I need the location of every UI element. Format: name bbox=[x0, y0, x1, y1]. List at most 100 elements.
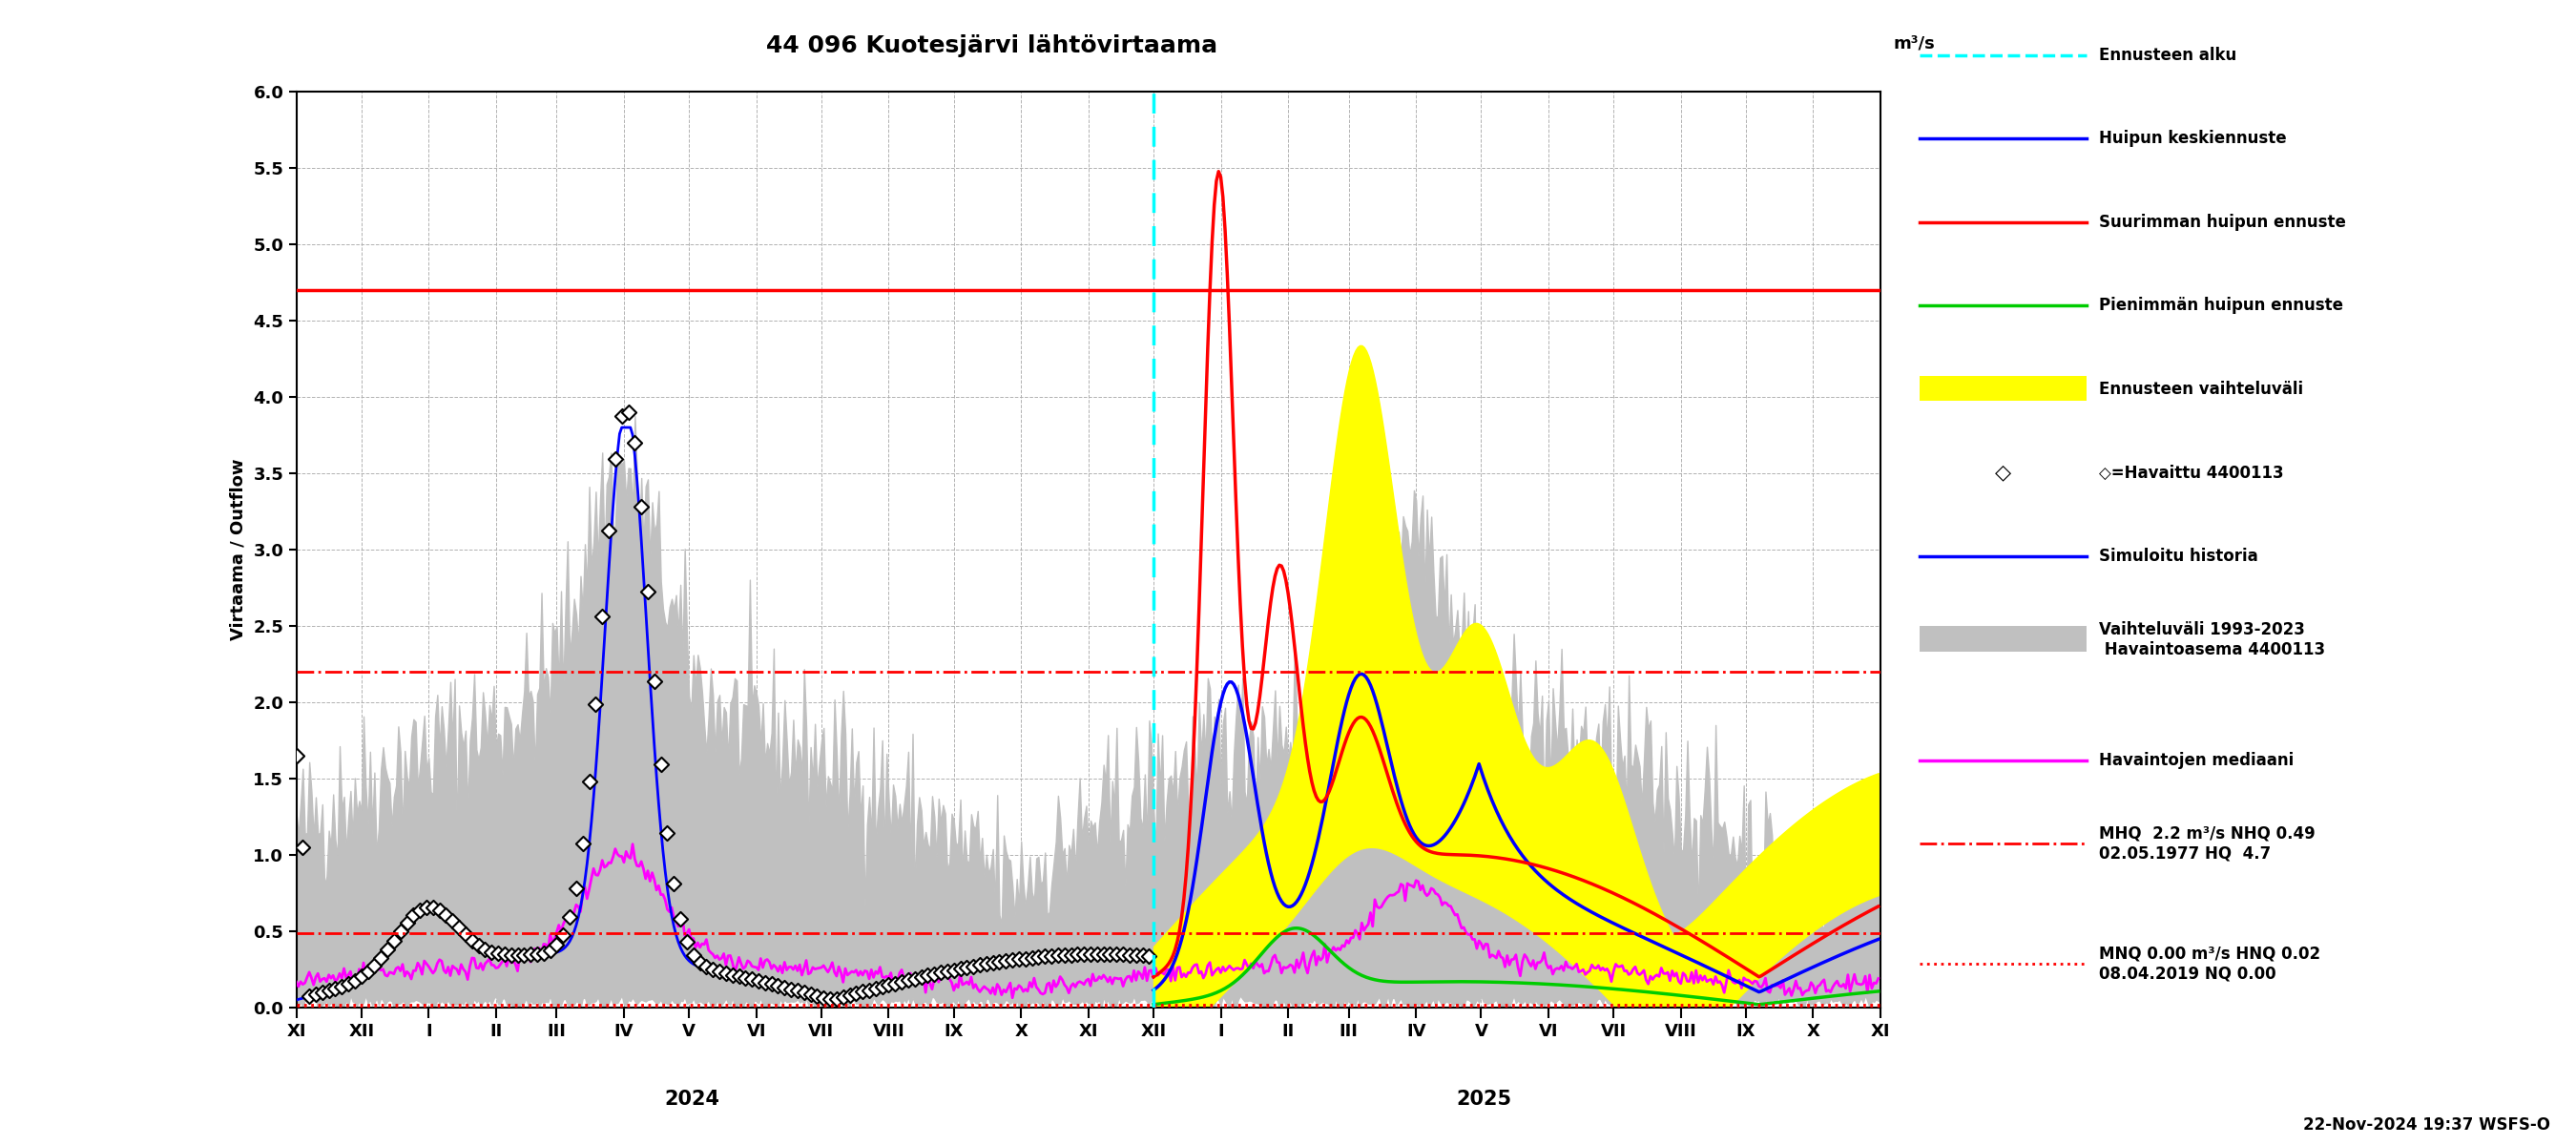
Point bbox=[1128, 947, 1170, 965]
Point bbox=[574, 695, 616, 713]
Point bbox=[544, 926, 585, 945]
Point bbox=[647, 823, 688, 842]
Point bbox=[667, 932, 708, 950]
Point bbox=[641, 755, 683, 773]
Point bbox=[1090, 945, 1131, 963]
Point bbox=[711, 965, 752, 984]
Point bbox=[914, 965, 956, 984]
Point bbox=[835, 985, 876, 1003]
Point bbox=[1056, 946, 1097, 964]
Point bbox=[791, 985, 832, 1003]
Point bbox=[1018, 948, 1059, 966]
Point bbox=[1038, 947, 1079, 965]
Point bbox=[992, 950, 1033, 969]
Point bbox=[953, 957, 994, 976]
Point bbox=[523, 943, 564, 962]
Point bbox=[531, 941, 572, 960]
Point bbox=[685, 957, 726, 976]
Point bbox=[855, 979, 896, 997]
Text: m³/s: m³/s bbox=[1893, 34, 1935, 52]
Point bbox=[778, 981, 819, 1000]
Point bbox=[361, 949, 402, 968]
Point bbox=[569, 773, 611, 791]
Point bbox=[1095, 946, 1136, 964]
Point bbox=[672, 946, 714, 964]
Point bbox=[1082, 945, 1123, 963]
Point bbox=[366, 940, 407, 958]
Point bbox=[860, 978, 902, 996]
Point bbox=[744, 973, 786, 992]
Point bbox=[1110, 946, 1151, 964]
Point bbox=[296, 986, 337, 1004]
Point bbox=[848, 981, 889, 1000]
Point bbox=[446, 925, 487, 943]
Point bbox=[876, 974, 917, 993]
Point bbox=[283, 838, 325, 856]
Text: Vaihteluväli 1993-2023
 Havaintoasema 4400113: Vaihteluväli 1993-2023 Havaintoasema 440… bbox=[2099, 622, 2326, 658]
Point bbox=[966, 955, 1007, 973]
Text: Pienimmän huipun ennuste: Pienimmän huipun ennuste bbox=[2099, 297, 2344, 314]
Point bbox=[724, 969, 765, 987]
Point bbox=[425, 906, 466, 924]
Point bbox=[999, 950, 1041, 969]
Point bbox=[933, 961, 974, 979]
Point bbox=[940, 960, 981, 978]
Text: 2025: 2025 bbox=[1455, 1090, 1512, 1110]
Y-axis label: Virtaama / Outflow: Virtaama / Outflow bbox=[229, 459, 247, 640]
Point bbox=[804, 988, 845, 1006]
Point bbox=[680, 954, 721, 972]
Point bbox=[626, 582, 667, 600]
Point bbox=[1103, 946, 1144, 964]
Point bbox=[582, 607, 623, 625]
Text: 44 096 Kuotesjärvi lähtövirtaama: 44 096 Kuotesjärvi lähtövirtaama bbox=[765, 34, 1218, 57]
Point bbox=[1043, 946, 1084, 964]
Point bbox=[613, 433, 654, 451]
Text: ◇: ◇ bbox=[1994, 464, 2012, 482]
Point bbox=[706, 964, 747, 982]
Point bbox=[379, 922, 420, 940]
Point bbox=[1012, 948, 1054, 966]
Point bbox=[809, 990, 850, 1009]
Point bbox=[817, 989, 858, 1008]
Point bbox=[536, 935, 577, 954]
Point bbox=[549, 908, 590, 926]
Text: Havaintojen mediaani: Havaintojen mediaani bbox=[2099, 751, 2295, 768]
Point bbox=[420, 901, 461, 919]
Point bbox=[1123, 947, 1164, 965]
Point bbox=[757, 977, 799, 995]
Point bbox=[595, 450, 636, 468]
Point bbox=[945, 958, 987, 977]
Point bbox=[392, 906, 433, 924]
Point bbox=[348, 962, 389, 980]
Point bbox=[399, 901, 440, 919]
Point bbox=[340, 968, 381, 986]
Point bbox=[654, 875, 696, 893]
Point bbox=[608, 403, 649, 421]
Point bbox=[600, 406, 641, 425]
Point bbox=[518, 945, 559, 963]
Point bbox=[868, 976, 909, 994]
Point bbox=[822, 988, 863, 1006]
Point bbox=[927, 962, 969, 980]
Point bbox=[489, 946, 531, 964]
Text: Simuloitu historia: Simuloitu historia bbox=[2099, 547, 2259, 564]
Text: MNQ 0.00 m³/s HNQ 0.02
08.04.2019 NQ 0.00: MNQ 0.00 m³/s HNQ 0.02 08.04.2019 NQ 0.0… bbox=[2099, 946, 2321, 982]
Point bbox=[829, 986, 871, 1004]
Point bbox=[314, 980, 355, 998]
Point bbox=[1064, 946, 1105, 964]
Point bbox=[309, 981, 350, 1000]
Point bbox=[894, 970, 935, 988]
Point bbox=[889, 971, 930, 989]
Point bbox=[1069, 945, 1110, 963]
Point bbox=[497, 946, 538, 964]
Text: MHQ  2.2 m³/s NHQ 0.49
02.05.1977 HQ  4.7: MHQ 2.2 m³/s NHQ 0.49 02.05.1977 HQ 4.7 bbox=[2099, 826, 2316, 862]
Point bbox=[1051, 946, 1092, 964]
Text: Ennusteen alku: Ennusteen alku bbox=[2099, 47, 2236, 64]
Point bbox=[920, 964, 961, 982]
Point bbox=[659, 910, 701, 929]
Point bbox=[732, 970, 773, 988]
Point bbox=[1077, 945, 1118, 963]
Point bbox=[902, 968, 943, 986]
Text: 22-Nov-2024 19:37 WSFS-O: 22-Nov-2024 19:37 WSFS-O bbox=[2303, 1116, 2550, 1134]
Point bbox=[556, 879, 598, 898]
